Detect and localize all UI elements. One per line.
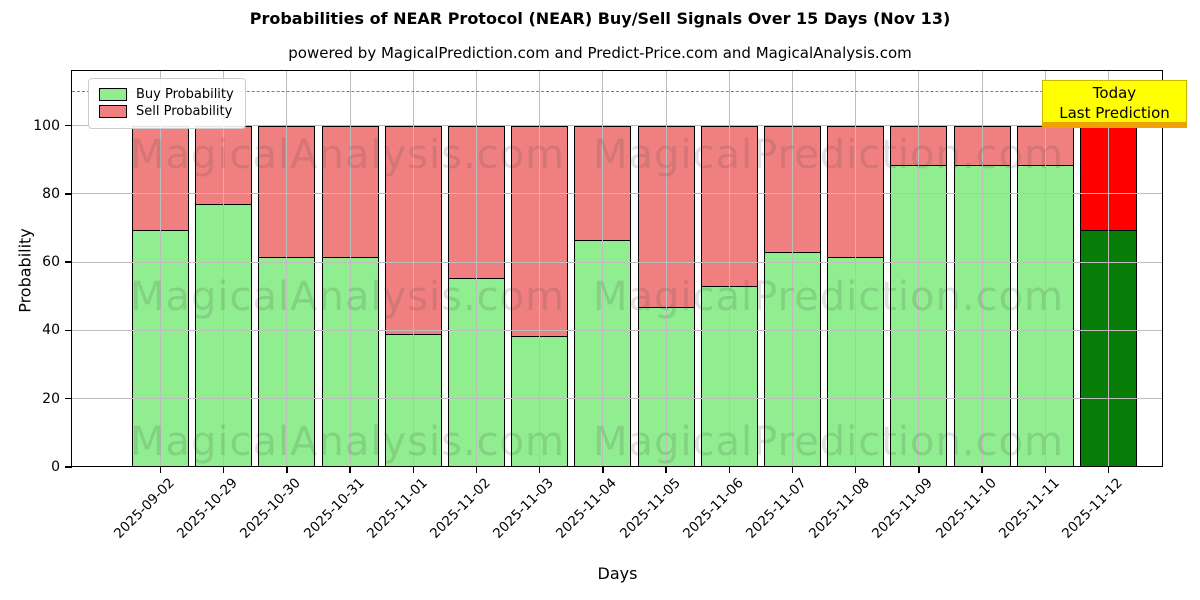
- grid-line-vertical: [918, 71, 920, 467]
- grid-line-vertical: [792, 71, 793, 467]
- x-tick: [981, 467, 983, 473]
- watermark-text: MagicalPrediction.com: [593, 274, 1064, 320]
- x-tick: [791, 467, 794, 473]
- x-tick-label: 2025-11-05: [616, 475, 684, 542]
- y-tick: [65, 466, 72, 468]
- watermark-text: MagicalPrediction.com: [593, 419, 1064, 465]
- x-tick-label: 2025-11-03: [490, 475, 558, 542]
- grid-line-vertical: [855, 71, 857, 467]
- x-tick-label: 2025-11-04: [553, 475, 621, 542]
- y-tick: [65, 397, 72, 400]
- legend-item-sell: Sell Probability: [99, 104, 234, 119]
- x-tick: [728, 467, 731, 473]
- grid-line-vertical: [981, 71, 983, 467]
- threshold-dashed-line: [72, 91, 1163, 93]
- x-tick: [412, 467, 415, 473]
- x-tick-label: 2025-11-06: [679, 475, 747, 542]
- x-tick-label: 2025-09-02: [111, 475, 178, 542]
- y-tick-label: 100: [33, 117, 60, 134]
- watermark-text: MagicalAnalysis.com: [130, 132, 566, 178]
- y-tick: [65, 261, 72, 263]
- x-tick: [159, 467, 162, 473]
- y-tick: [65, 193, 72, 195]
- y-tick: [65, 124, 72, 127]
- x-tick-label: 2025-11-10: [932, 475, 1000, 542]
- x-tick: [1107, 467, 1110, 473]
- grid-line-vertical: [1108, 71, 1109, 467]
- x-tick: [286, 467, 288, 473]
- grid-line-vertical: [223, 71, 225, 467]
- x-tick-label: 2025-10-29: [174, 475, 242, 542]
- legend-swatch-buy: [99, 88, 127, 101]
- grid-line-vertical: [160, 71, 161, 467]
- y-tick-label: 20: [42, 390, 60, 407]
- legend-swatch-sell: [99, 105, 127, 118]
- x-tick-label: 2025-10-31: [300, 475, 368, 542]
- today-annotation-line1: Today: [1092, 84, 1137, 102]
- x-tick: [222, 467, 225, 473]
- grid-line-horizontal: [72, 261, 1163, 263]
- x-tick: [665, 467, 667, 473]
- y-tick-label: 40: [42, 322, 60, 339]
- x-tick-label: 2025-11-11: [995, 475, 1063, 542]
- x-tick: [854, 467, 857, 473]
- grid-line-vertical: [539, 71, 541, 467]
- chart-subtitle: powered by MagicalPrediction.com and Pre…: [288, 44, 912, 62]
- grid-line-horizontal: [72, 398, 1163, 400]
- chart-title: Probabilities of NEAR Protocol (NEAR) Bu…: [249, 9, 951, 28]
- x-tick-label: 2025-11-02: [427, 475, 494, 542]
- x-tick-label: 2025-10-30: [237, 475, 305, 542]
- today-annotation: Today Last Prediction: [1042, 80, 1187, 128]
- x-tick: [475, 467, 478, 473]
- x-tick: [349, 467, 351, 473]
- legend-label-sell: Sell Probability: [136, 104, 233, 119]
- grid-line-vertical: [349, 71, 351, 467]
- today-annotation-line2: Last Prediction: [1059, 104, 1170, 122]
- y-tick-label: 60: [42, 254, 60, 271]
- grid-line-vertical: [1044, 71, 1046, 467]
- legend: Buy Probability Sell Probability: [88, 78, 246, 129]
- x-tick-label: 2025-11-09: [869, 475, 937, 542]
- legend-item-buy: Buy Probability: [99, 87, 234, 102]
- y-tick-label: 80: [42, 185, 60, 202]
- x-tick-label: 2025-11-08: [806, 475, 874, 542]
- x-tick-label: 2025-11-07: [743, 475, 810, 542]
- legend-label-buy: Buy Probability: [136, 87, 234, 102]
- grid-line-horizontal: [72, 125, 1163, 127]
- x-tick: [918, 467, 920, 473]
- grid-line-horizontal: [72, 329, 1163, 331]
- grid-line-vertical: [665, 71, 667, 467]
- x-tick: [538, 467, 541, 473]
- grid-line-vertical: [286, 71, 288, 467]
- grid-line-vertical: [602, 71, 604, 467]
- x-tick-label: 2025-11-01: [363, 475, 431, 542]
- grid-line-vertical: [476, 71, 477, 467]
- x-tick: [602, 467, 604, 473]
- y-axis-label: Probability: [15, 228, 35, 313]
- grid-line-vertical: [728, 71, 730, 467]
- x-tick: [1044, 467, 1047, 473]
- x-axis-label: Days: [597, 564, 638, 583]
- y-tick-label: 0: [51, 459, 60, 475]
- grid-line-vertical: [412, 71, 414, 467]
- x-tick-label: 2025-11-12: [1059, 475, 1126, 542]
- plot-area: MagicalAnalysis.com MagicalPrediction.com…: [72, 71, 1163, 467]
- grid-line-horizontal: [72, 193, 1163, 195]
- watermark-text: MagicalAnalysis.com: [130, 274, 566, 320]
- watermark-text: MagicalPrediction.com: [593, 132, 1064, 178]
- y-tick: [65, 329, 72, 332]
- watermark-text: MagicalAnalysis.com: [130, 419, 566, 465]
